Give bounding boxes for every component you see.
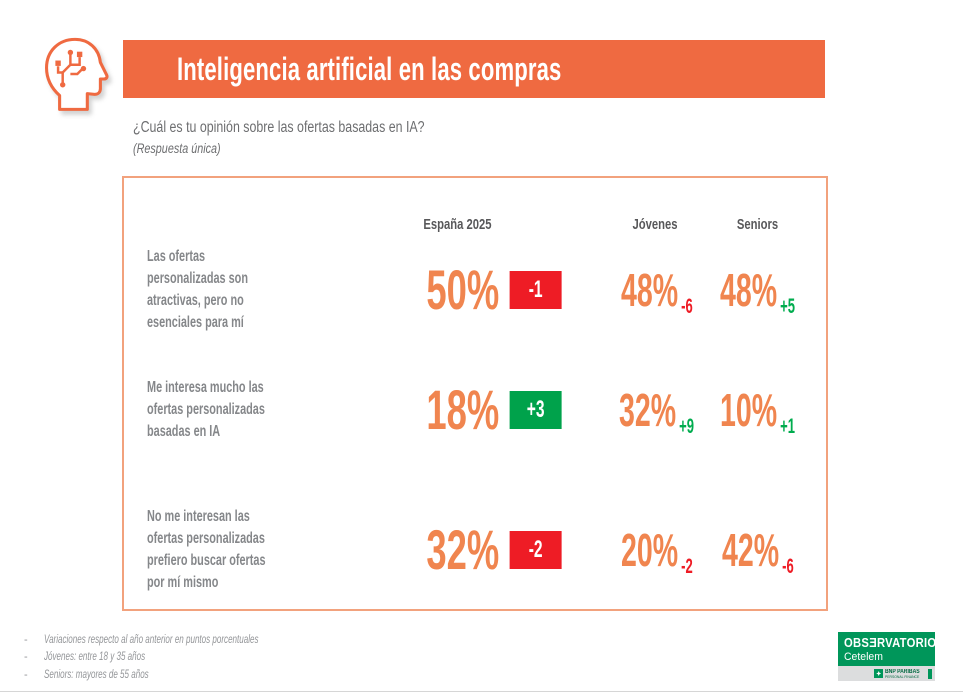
title-bar: Inteligencia artificial en las compras [123,40,825,98]
footnote-bullet: - [24,651,28,664]
bnp-flag-icon [928,668,932,679]
value-seniors: 42% [722,524,780,576]
delta-seniors: +1 [780,415,796,438]
logo-brand: Cetelem [844,651,883,663]
page-title: Inteligencia artificial en las compras [177,50,562,87]
value-espana: 50% [426,258,500,321]
column-header-seniors: Seniors [737,216,779,233]
observatorio-cetelem-logo: OBSƎRVATORIO Cetelem BNP PARIBAS PERSONA… [838,632,937,681]
survey-question: ¿Cuál es tu opinión sobre las ofertas ba… [133,119,425,136]
value-jovenes: 48% [621,264,679,316]
column-header-espana: España 2025 [422,216,492,233]
logo-name: OBSƎRVATORIO [844,636,937,650]
cell-seniors: 48% +5 [692,245,824,335]
delta-badge-espana: +3 [509,391,562,429]
cell-espana: 32% -2 [404,505,584,595]
cell-jovenes: 20% -2 [584,505,730,595]
delta-jovenes: -2 [681,555,693,578]
column-header-jovenes: Jóvenes [632,216,678,233]
delta-badge-espana: -1 [509,271,562,309]
row-label: No me interesan las ofertas personalizad… [147,507,266,592]
value-seniors: 48% [720,264,778,316]
delta-badge-espana: -2 [509,531,562,569]
response-note: (Respuesta única) [133,141,221,156]
footer-divider [0,691,963,692]
footnotes: - Variaciones respecto al año anterior e… [24,631,350,684]
answer-row-2: Me interesa mucho las ofertas personaliz… [124,365,826,455]
footnote-item: - Jóvenes: entre 18 y 35 años [24,649,350,667]
delta-jovenes: +9 [679,415,695,438]
results-panel: España 2025 Jóvenes Seniors Las ofertas … [122,176,828,611]
bnp-name: BNP PARIBAS [885,668,920,675]
value-jovenes: 20% [621,524,679,576]
answer-row-1: Las ofertas personalizadas son atractiva… [124,245,826,335]
bnp-sub: PERSONAL FINANCE [885,673,920,679]
ai-head-icon-svg [45,37,109,111]
cell-jovenes: 32% +9 [584,365,730,455]
bnp-paribas-logo: BNP PARIBAS PERSONAL FINANCE [838,666,935,681]
footnote-text: Seniors: mayores de 55 años [44,668,149,681]
delta-seniors: -6 [782,555,794,578]
ai-head-icon [36,34,114,114]
bnp-logo-icon [874,669,884,678]
cell-espana: 18% +3 [404,365,584,455]
cell-espana: 50% -1 [404,245,584,335]
delta-seniors: +5 [780,295,796,318]
row-label: Las ofertas personalizadas son atractiva… [147,247,248,332]
footnote-item: - Variaciones respecto al año anterior e… [24,631,350,649]
footnote-bullet: - [24,668,28,681]
cell-seniors: 10% +1 [692,365,824,455]
answer-row-3: No me interesan las ofertas personalizad… [124,505,826,595]
row-label: Me interesa mucho las ofertas personaliz… [147,378,265,441]
value-espana: 32% [426,518,500,581]
footnote-item: - Seniors: mayores de 55 años [24,666,350,684]
footnote-bullet: - [24,633,28,646]
cell-seniors: 42% -6 [692,505,824,595]
footnote-text: Jóvenes: entre 18 y 35 años [44,651,146,664]
cell-jovenes: 48% -6 [584,245,730,335]
value-espana: 18% [426,378,500,441]
value-seniors: 10% [720,384,778,436]
value-jovenes: 32% [619,384,677,436]
delta-jovenes: -6 [681,295,693,318]
footnote-text: Variaciones respecto al año anterior en … [44,633,259,646]
